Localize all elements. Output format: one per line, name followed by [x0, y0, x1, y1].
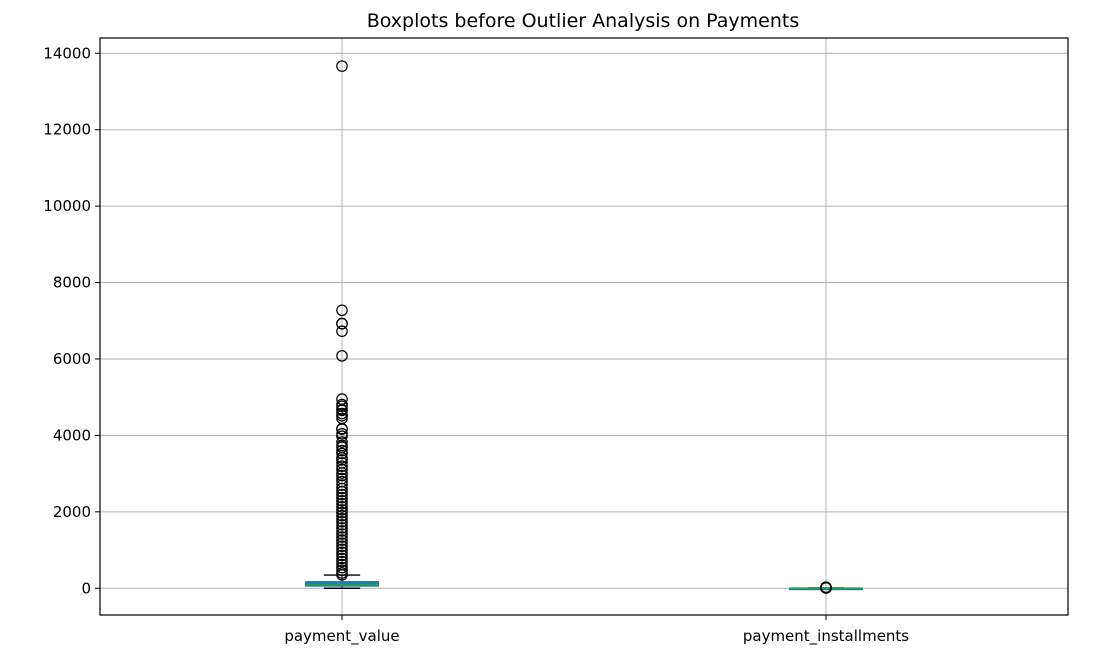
- outlier-point: [336, 515, 348, 528]
- outlier-point: [336, 561, 348, 574]
- outlier-point: [336, 491, 348, 504]
- outlier-point: [336, 482, 348, 495]
- y-tick-label: 14000: [43, 44, 91, 62]
- outlier-point: [336, 404, 348, 417]
- y-tick-label: 8000: [53, 274, 91, 292]
- outlier-point: [336, 454, 348, 466]
- x-tick-label: payment_installments: [743, 627, 909, 646]
- outlier-point: [336, 525, 348, 537]
- outlier-point: [336, 436, 348, 448]
- outlier-point: [336, 423, 348, 435]
- x-axis-ticks: payment_value payment_installments: [284, 615, 909, 646]
- outlier-point: [336, 494, 348, 507]
- outlier-point: [336, 569, 348, 581]
- outlier-point: [336, 555, 348, 568]
- outlier-point: [336, 460, 348, 472]
- outlier-point: [336, 447, 348, 460]
- outlier-point: [336, 350, 348, 362]
- outlier-point: [336, 463, 348, 476]
- outlier-point: [336, 506, 348, 519]
- outlier-point: [336, 504, 348, 516]
- y-tick-label: 10000: [43, 197, 91, 215]
- outlier-point: [336, 485, 348, 498]
- boxplots: [305, 60, 863, 594]
- outlier-point: [820, 581, 832, 594]
- y-tick-label: 6000: [53, 350, 91, 368]
- outlier-point: [336, 304, 348, 317]
- outlier-point: [336, 546, 348, 559]
- outlier-point: [336, 400, 348, 413]
- chart-title: Boxplots before Outlier Analysis on Paym…: [367, 10, 800, 32]
- grid-lines: [100, 38, 1068, 615]
- outlier-point: [336, 317, 348, 330]
- y-tick-label: 2000: [53, 503, 91, 521]
- boxplot-payment_installments: [789, 581, 863, 594]
- boxplot-payment_value: [305, 60, 379, 589]
- outlier-point: [336, 534, 348, 546]
- outlier-point: [336, 537, 348, 549]
- outlier-point: [336, 522, 348, 534]
- y-tick-label: 4000: [53, 426, 91, 444]
- outlier-point: [336, 444, 348, 457]
- outlier-point: [336, 509, 348, 522]
- outlier-point: [336, 543, 348, 556]
- outlier-point: [336, 60, 348, 72]
- outlier-point: [336, 430, 348, 442]
- outlier-point: [336, 531, 348, 543]
- outlier-point: [336, 498, 348, 510]
- outlier-point: [336, 325, 348, 338]
- outlier-point: [336, 552, 348, 565]
- axes: [99, 37, 1069, 616]
- outlier-point: [336, 540, 348, 553]
- outlier-point: [336, 488, 348, 501]
- outlier-point: [336, 479, 348, 491]
- outlier-point: [336, 564, 348, 577]
- y-tick-label: 0: [81, 579, 91, 597]
- outlier-point: [336, 512, 348, 525]
- y-tick-label: 12000: [43, 121, 91, 139]
- outlier-point: [336, 469, 348, 482]
- plot-area-frame: [99, 37, 1069, 616]
- outlier-point: [336, 549, 348, 562]
- outlier-point: [336, 519, 348, 531]
- y-axis-ticks: 0 2000 4000 6000 8000 10000 12000 14000: [43, 44, 100, 597]
- outlier-point: [336, 528, 348, 540]
- x-tick-label: payment_value: [284, 627, 399, 646]
- outlier-point: [336, 501, 348, 513]
